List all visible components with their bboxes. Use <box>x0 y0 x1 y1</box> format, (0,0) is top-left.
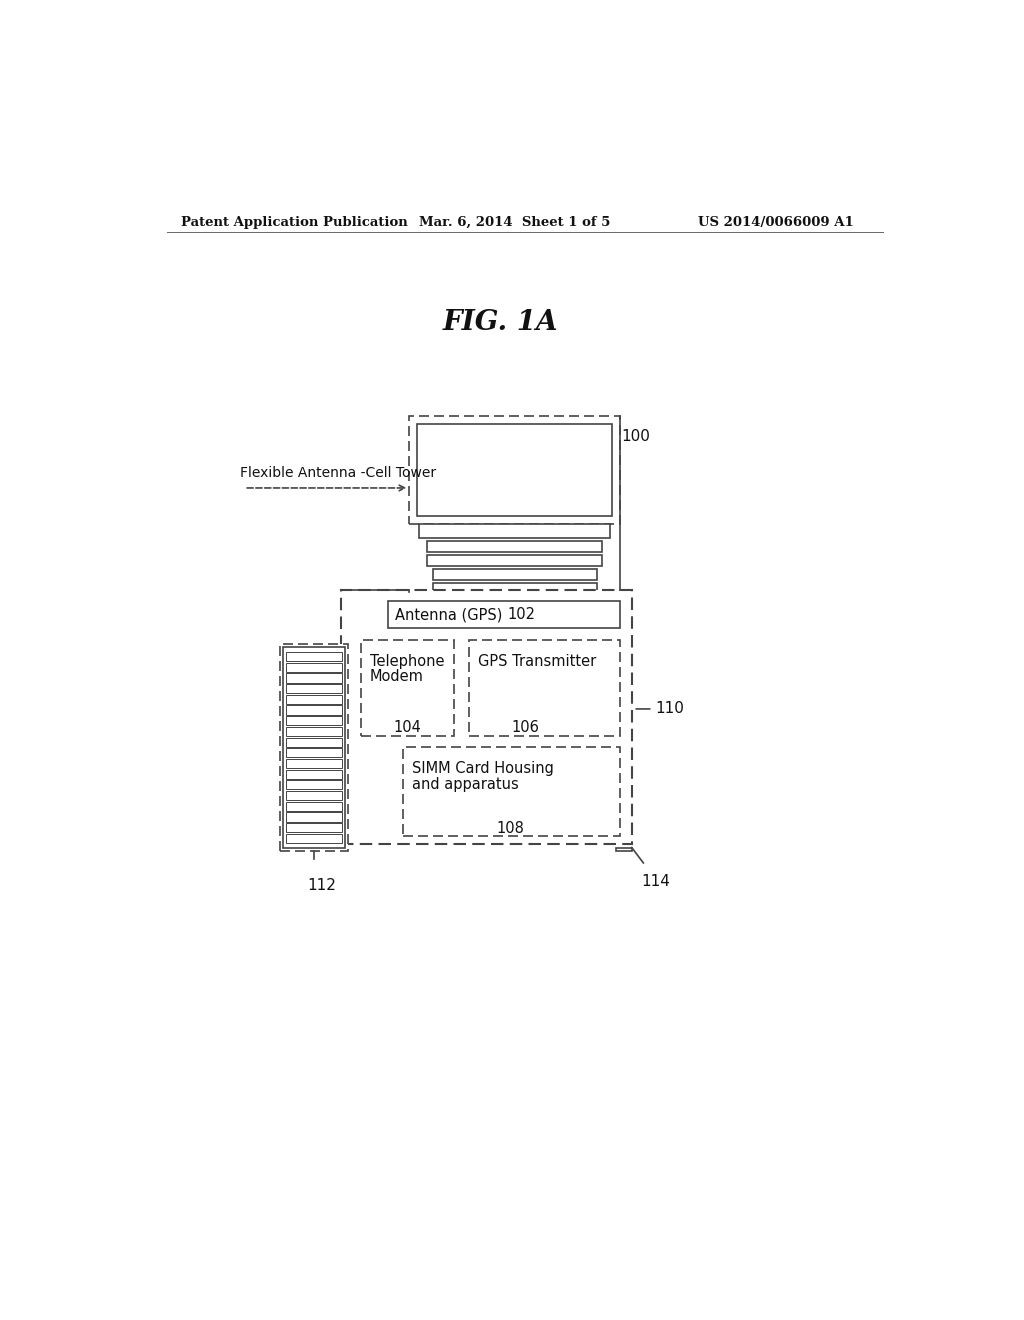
Bar <box>286 759 342 768</box>
Bar <box>427 541 602 552</box>
Bar <box>286 812 342 821</box>
Text: Flexible Antenna -Cell Tower: Flexible Antenna -Cell Tower <box>241 466 436 480</box>
Bar <box>410 416 621 524</box>
Text: Telephone: Telephone <box>370 653 444 668</box>
Bar <box>280 644 348 850</box>
Text: 108: 108 <box>496 821 524 836</box>
Text: FIG. 1A: FIG. 1A <box>442 309 558 335</box>
Bar <box>420 524 610 539</box>
Bar <box>286 738 342 747</box>
Text: 102: 102 <box>508 607 536 622</box>
Bar <box>286 694 342 704</box>
Text: and apparatus: and apparatus <box>413 776 519 792</box>
Bar <box>286 727 342 737</box>
Bar <box>286 801 342 810</box>
Text: US 2014/0066009 A1: US 2014/0066009 A1 <box>697 216 853 230</box>
Bar <box>616 847 632 851</box>
Bar <box>286 705 342 714</box>
Bar <box>286 663 342 672</box>
Bar <box>286 780 342 789</box>
Text: 112: 112 <box>308 878 337 894</box>
Bar <box>286 652 342 661</box>
Text: 100: 100 <box>621 429 650 445</box>
Text: 104: 104 <box>393 721 421 735</box>
Text: 114: 114 <box>641 875 670 890</box>
Text: Antenna (GPS): Antenna (GPS) <box>395 607 503 622</box>
Text: GPS Transmitter: GPS Transmitter <box>478 653 597 668</box>
Text: SIMM Card Housing: SIMM Card Housing <box>413 762 554 776</box>
Bar <box>403 747 621 836</box>
Bar <box>341 590 632 843</box>
Text: 106: 106 <box>512 721 540 735</box>
Text: Mar. 6, 2014  Sheet 1 of 5: Mar. 6, 2014 Sheet 1 of 5 <box>419 216 610 230</box>
Bar <box>417 424 612 516</box>
Bar <box>286 791 342 800</box>
Bar <box>286 824 342 832</box>
Bar <box>432 569 597 579</box>
Bar <box>283 647 345 847</box>
Bar <box>286 673 342 682</box>
Text: Patent Application Publication: Patent Application Publication <box>180 216 408 230</box>
Text: Modem: Modem <box>370 669 424 684</box>
Bar <box>469 640 621 737</box>
Bar <box>286 834 342 843</box>
Text: 110: 110 <box>655 701 684 717</box>
Bar <box>286 748 342 758</box>
Bar <box>286 770 342 779</box>
Bar <box>388 601 621 628</box>
Bar <box>286 717 342 725</box>
Bar <box>432 582 597 591</box>
Bar <box>286 684 342 693</box>
Bar <box>360 640 454 737</box>
Bar <box>427 554 602 566</box>
